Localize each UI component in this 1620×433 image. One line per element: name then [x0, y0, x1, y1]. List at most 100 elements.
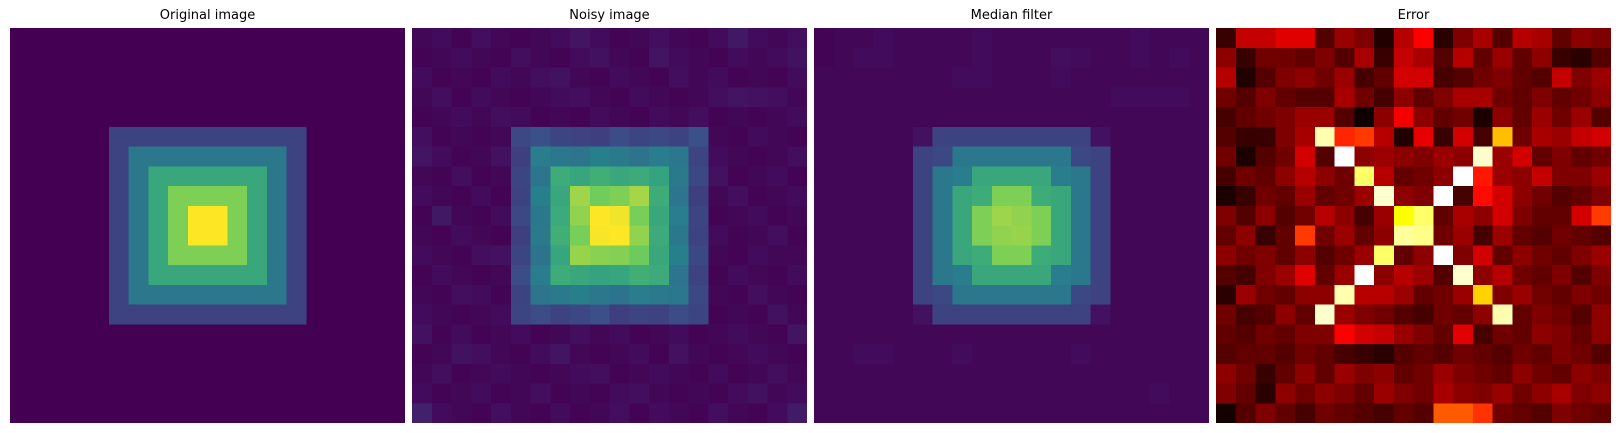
heatmap-cell	[688, 47, 709, 68]
heatmap-cell	[431, 166, 452, 187]
heatmap-cell	[128, 186, 149, 207]
heatmap-cell	[688, 363, 709, 384]
heatmap-cell	[29, 225, 50, 246]
heatmap-cell	[1354, 146, 1375, 167]
heatmap-cell	[326, 363, 347, 384]
heatmap-cell	[833, 166, 854, 187]
heatmap-cell	[1031, 47, 1052, 68]
heatmap-cell	[893, 28, 914, 49]
heatmap-cell	[89, 265, 110, 286]
heatmap-cell	[991, 383, 1012, 404]
heatmap-cell	[451, 67, 472, 88]
heatmap-cell	[207, 403, 228, 423]
heatmap-cell	[510, 304, 531, 325]
heatmap-cell	[1189, 47, 1209, 68]
heatmap-cell	[853, 304, 874, 325]
heatmap-cell	[491, 107, 512, 128]
heatmap-cell	[1235, 126, 1256, 147]
heatmap-cell	[1216, 126, 1237, 147]
heatmap-cell	[1512, 225, 1533, 246]
heatmap-cell	[932, 265, 953, 286]
heatmap-cell	[609, 146, 630, 167]
heatmap-cell	[814, 146, 835, 167]
heatmap-cell	[49, 146, 70, 167]
heatmap-cell	[1189, 205, 1209, 226]
heatmap-cell	[286, 225, 307, 246]
heatmap-cell	[1354, 304, 1375, 325]
heatmap-cell	[207, 146, 228, 167]
heatmap-cell	[412, 67, 433, 88]
heatmap-cell	[952, 67, 973, 88]
heatmap-cell	[728, 383, 749, 404]
heatmap-cell	[1235, 284, 1256, 305]
heatmap-cell	[747, 126, 768, 147]
heatmap-cell	[10, 67, 31, 88]
heatmap-cell	[688, 87, 709, 108]
heatmap-cell	[29, 166, 50, 187]
heatmap-cell	[69, 344, 90, 365]
heatmap-cell	[326, 186, 347, 207]
heatmap-cell	[570, 126, 591, 147]
heatmap-cell	[1314, 304, 1335, 325]
heatmap-cell	[589, 324, 610, 345]
heatmap-cell	[893, 363, 914, 384]
heatmap-cell	[510, 383, 531, 404]
heatmap-cell	[1334, 304, 1355, 325]
heatmap-cell	[629, 87, 650, 108]
heatmap-cell	[530, 87, 551, 108]
heatmap-cell	[649, 324, 670, 345]
heatmap-cell	[932, 28, 953, 49]
heatmap-cell	[912, 47, 933, 68]
heatmap-cell	[491, 265, 512, 286]
heatmap-cell	[668, 383, 689, 404]
heatmap-cell	[471, 126, 492, 147]
heatmap-cell	[1334, 47, 1355, 68]
heatmap-cell	[1571, 67, 1592, 88]
heatmap-cell	[1591, 107, 1611, 128]
heatmap-cell	[570, 47, 591, 68]
heatmap-cell	[1295, 304, 1316, 325]
heatmap-cell	[1255, 126, 1276, 147]
heatmap-cell	[385, 344, 405, 365]
heatmap-cell	[1393, 186, 1414, 207]
heatmap-cell	[1031, 205, 1052, 226]
heatmap-cell	[128, 344, 149, 365]
heatmap-cell	[266, 28, 287, 49]
heatmap-cell	[412, 324, 433, 345]
heatmap-cell	[1295, 245, 1316, 266]
heatmap-cell	[345, 186, 366, 207]
heatmap-cell	[227, 126, 248, 147]
heatmap-cell	[530, 186, 551, 207]
heatmap-cell	[550, 28, 571, 49]
heatmap-cell	[1571, 47, 1592, 68]
heatmap-cell	[69, 47, 90, 68]
heatmap-cell	[1492, 186, 1513, 207]
heatmap-cell	[1571, 146, 1592, 167]
heatmap-cell	[833, 304, 854, 325]
heatmap-cell	[1149, 403, 1170, 423]
heatmap-noisy	[412, 28, 807, 423]
heatmap-cell	[286, 304, 307, 325]
heatmap-cell	[787, 28, 807, 49]
heatmap-cell	[629, 146, 650, 167]
heatmap-cell	[609, 28, 630, 49]
heatmap-cell	[893, 107, 914, 128]
heatmap-cell	[1090, 363, 1111, 384]
heatmap-cell	[451, 245, 472, 266]
heatmap-cell	[1453, 225, 1474, 246]
heatmap-cell	[108, 245, 129, 266]
heatmap-cell	[187, 304, 208, 325]
heatmap-cell	[286, 67, 307, 88]
heatmap-cell	[69, 107, 90, 128]
heatmap-cell	[1255, 363, 1276, 384]
heatmap-cell	[1255, 166, 1276, 187]
heatmap-cell	[550, 107, 571, 128]
heatmap-cell	[266, 324, 287, 345]
heatmap-cell	[609, 126, 630, 147]
heatmap-cell	[1433, 324, 1454, 345]
heatmap-cell	[747, 146, 768, 167]
heatmap-cell	[1314, 324, 1335, 345]
heatmap-cell	[431, 47, 452, 68]
heatmap-cell	[491, 205, 512, 226]
heatmap-cell	[814, 166, 835, 187]
